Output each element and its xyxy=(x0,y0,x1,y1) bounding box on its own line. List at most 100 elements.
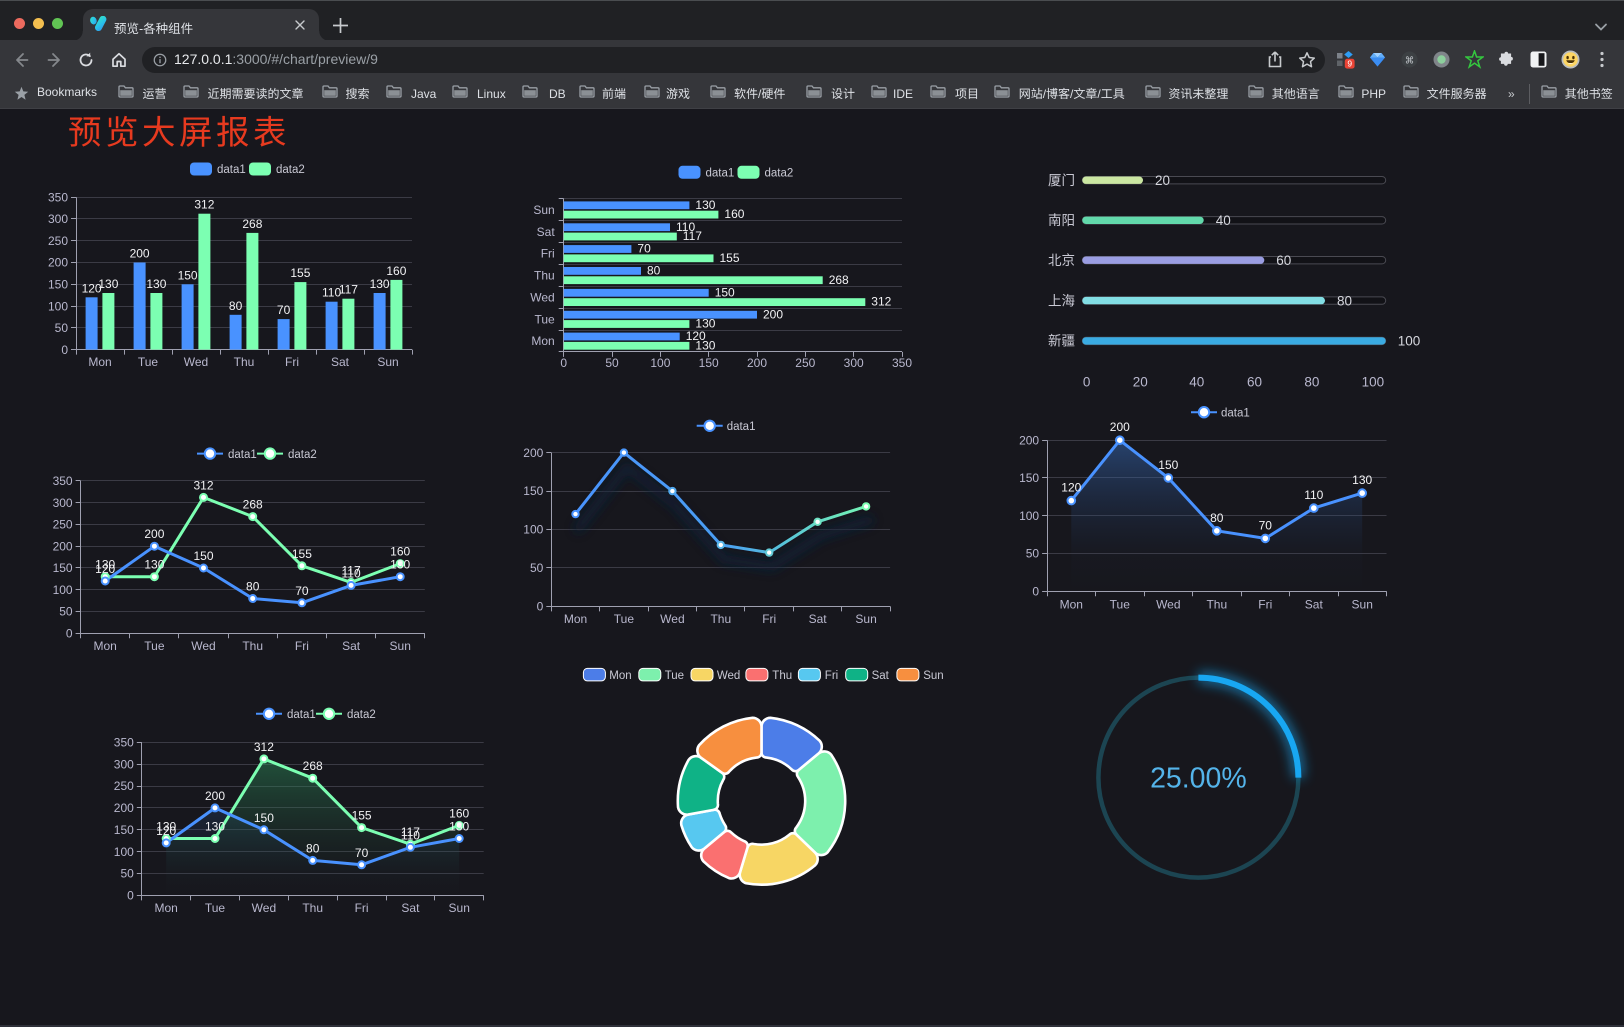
svg-text:70: 70 xyxy=(295,584,309,598)
svg-text:20: 20 xyxy=(1155,173,1170,188)
svg-text:Fri: Fri xyxy=(825,670,838,682)
svg-text:Sat: Sat xyxy=(401,901,420,915)
svg-text:350: 350 xyxy=(114,736,134,750)
svg-text:25.00%: 25.00% xyxy=(1150,763,1247,795)
svg-text:250: 250 xyxy=(795,356,815,370)
svg-text:上海: 上海 xyxy=(1048,293,1075,308)
svg-text:Tue: Tue xyxy=(144,639,165,653)
svg-text:130: 130 xyxy=(98,277,118,291)
svg-text:150: 150 xyxy=(1019,471,1039,485)
svg-text:南阳: 南阳 xyxy=(1048,213,1075,228)
svg-text:Fri: Fri xyxy=(762,612,776,626)
svg-text:200: 200 xyxy=(114,801,134,815)
svg-text:150: 150 xyxy=(178,268,198,282)
svg-text:200: 200 xyxy=(130,247,150,261)
svg-text:Mon: Mon xyxy=(155,901,178,915)
svg-text:80: 80 xyxy=(1304,374,1319,389)
svg-text:130: 130 xyxy=(205,820,225,834)
svg-text:60: 60 xyxy=(1247,374,1262,389)
svg-text:130: 130 xyxy=(695,198,715,212)
svg-text:100: 100 xyxy=(1362,374,1385,389)
svg-text:80: 80 xyxy=(246,580,260,594)
svg-text:70: 70 xyxy=(1259,518,1273,532)
svg-text:Tue: Tue xyxy=(665,670,684,682)
svg-text:155: 155 xyxy=(352,809,372,823)
svg-text:Sat: Sat xyxy=(331,355,350,369)
svg-text:110: 110 xyxy=(676,220,695,234)
svg-text:Tue: Tue xyxy=(1110,598,1131,612)
svg-text:0: 0 xyxy=(1083,374,1091,389)
svg-text:268: 268 xyxy=(243,498,263,512)
svg-text:data1: data1 xyxy=(727,421,756,433)
svg-text:200: 200 xyxy=(144,527,164,541)
svg-text:300: 300 xyxy=(48,212,68,226)
svg-text:250: 250 xyxy=(114,779,134,793)
svg-text:150: 150 xyxy=(699,356,719,370)
svg-text:0: 0 xyxy=(61,343,68,357)
svg-text:Mon: Mon xyxy=(531,334,554,348)
svg-text:Tue: Tue xyxy=(614,612,635,626)
svg-text:200: 200 xyxy=(763,307,783,321)
svg-text:Thu: Thu xyxy=(772,670,792,682)
svg-text:130: 130 xyxy=(95,558,115,572)
svg-text:350: 350 xyxy=(892,356,912,370)
svg-text:160: 160 xyxy=(724,207,744,221)
svg-text:70: 70 xyxy=(355,846,369,860)
svg-text:312: 312 xyxy=(254,740,274,754)
svg-text:Sat: Sat xyxy=(872,670,890,682)
svg-text:130: 130 xyxy=(370,277,390,291)
svg-text:Sun: Sun xyxy=(449,901,470,915)
svg-text:50: 50 xyxy=(1026,547,1040,561)
svg-text:Sun: Sun xyxy=(855,612,876,626)
svg-text:Fri: Fri xyxy=(285,355,299,369)
svg-text:155: 155 xyxy=(720,251,740,265)
svg-text:200: 200 xyxy=(48,256,68,270)
svg-text:117: 117 xyxy=(339,283,358,297)
svg-text:新疆: 新疆 xyxy=(1048,334,1075,349)
svg-text:data1: data1 xyxy=(706,168,735,180)
svg-text:40: 40 xyxy=(1189,374,1204,389)
svg-text:80: 80 xyxy=(647,264,661,278)
svg-text:Wed: Wed xyxy=(1156,598,1180,612)
svg-text:268: 268 xyxy=(242,217,262,231)
svg-text:0: 0 xyxy=(560,356,567,370)
svg-text:300: 300 xyxy=(53,496,73,510)
svg-text:100: 100 xyxy=(523,523,543,537)
svg-text:Sun: Sun xyxy=(923,670,943,682)
svg-text:Fri: Fri xyxy=(355,901,369,915)
svg-text:50: 50 xyxy=(530,561,544,575)
svg-text:100: 100 xyxy=(53,583,73,597)
svg-text:0: 0 xyxy=(66,627,73,641)
svg-text:Tue: Tue xyxy=(205,901,226,915)
svg-text:312: 312 xyxy=(871,295,891,309)
svg-text:150: 150 xyxy=(254,811,274,825)
svg-text:350: 350 xyxy=(53,474,73,488)
svg-text:70: 70 xyxy=(637,242,651,256)
svg-text:250: 250 xyxy=(48,234,68,248)
svg-text:Thu: Thu xyxy=(534,269,555,283)
svg-text:0: 0 xyxy=(1032,584,1039,598)
svg-text:50: 50 xyxy=(605,356,619,370)
svg-text:100: 100 xyxy=(1398,334,1421,349)
svg-text:150: 150 xyxy=(193,549,213,563)
svg-text:data2: data2 xyxy=(276,164,305,176)
svg-text:80: 80 xyxy=(306,841,320,855)
svg-text:312: 312 xyxy=(193,478,213,492)
svg-text:120: 120 xyxy=(686,329,706,343)
svg-text:130: 130 xyxy=(146,277,166,291)
svg-text:80: 80 xyxy=(229,299,243,313)
svg-text:160: 160 xyxy=(386,264,406,278)
svg-text:160: 160 xyxy=(449,806,469,820)
svg-text:300: 300 xyxy=(844,356,864,370)
svg-text:250: 250 xyxy=(53,518,73,532)
svg-text:100: 100 xyxy=(114,845,134,859)
svg-text:data1: data1 xyxy=(287,709,316,721)
svg-text:⌘: ⌘ xyxy=(1405,55,1415,66)
svg-text:130: 130 xyxy=(695,317,715,331)
svg-text:150: 150 xyxy=(523,484,543,498)
svg-text:130: 130 xyxy=(449,820,469,834)
svg-text:Mon: Mon xyxy=(564,612,587,626)
svg-text:150: 150 xyxy=(114,823,134,837)
svg-text:120: 120 xyxy=(82,281,102,295)
svg-text:100: 100 xyxy=(650,356,670,370)
